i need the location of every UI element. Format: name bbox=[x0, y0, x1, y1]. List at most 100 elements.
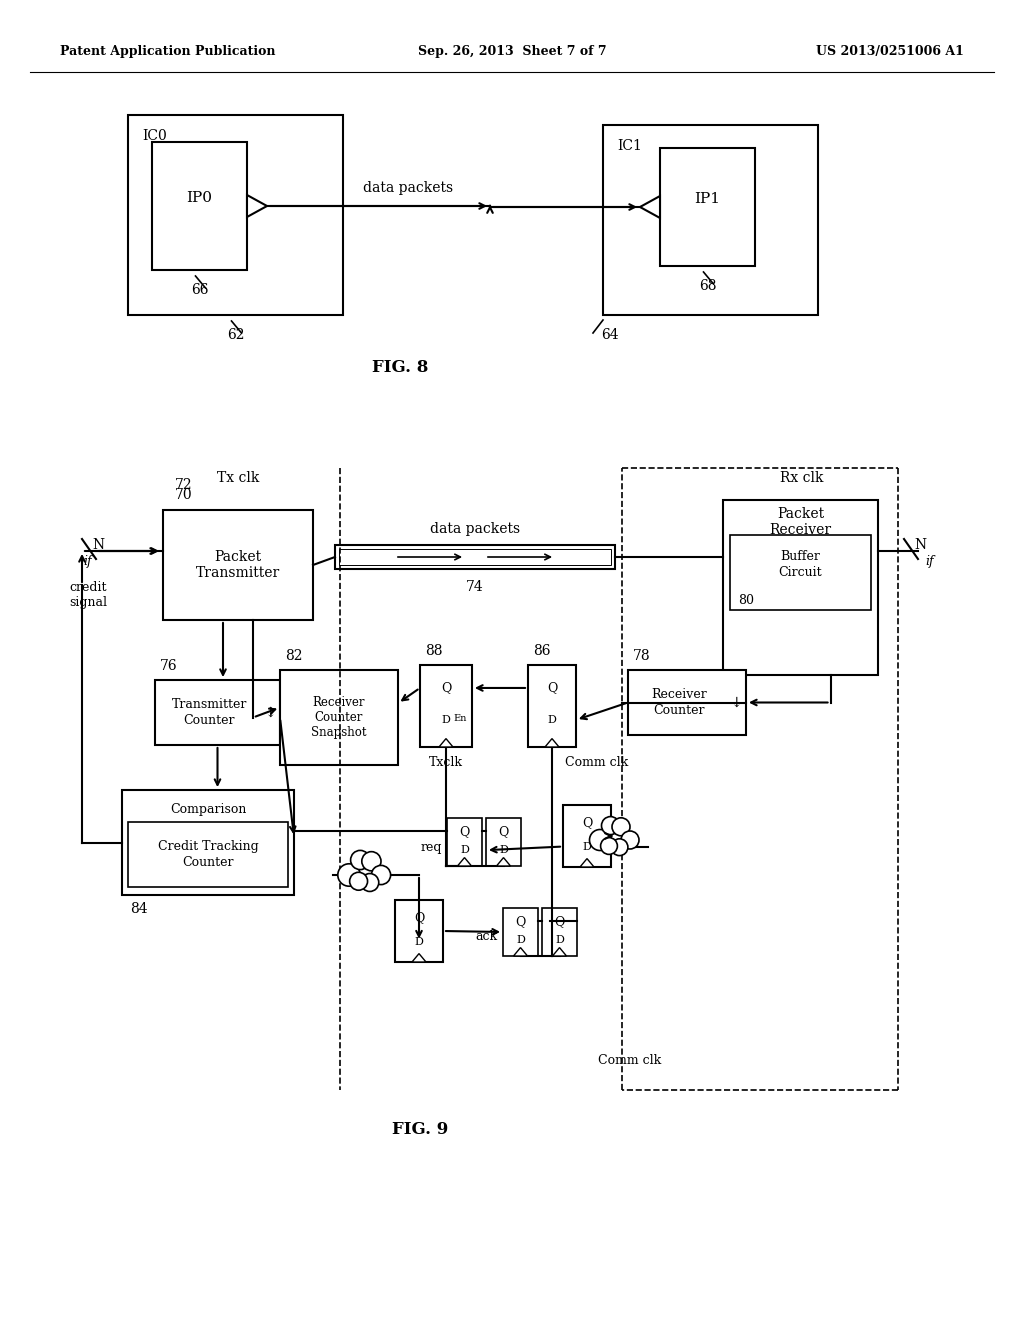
Polygon shape bbox=[247, 195, 267, 216]
Text: 74: 74 bbox=[466, 579, 484, 594]
Text: 78: 78 bbox=[633, 649, 650, 663]
Text: Comparison: Comparison bbox=[170, 804, 246, 817]
Bar bbox=[447, 818, 482, 866]
Text: 88: 88 bbox=[425, 644, 442, 657]
Text: Sep. 26, 2013  Sheet 7 of 7: Sep. 26, 2013 Sheet 7 of 7 bbox=[418, 45, 606, 58]
Bar bbox=[528, 665, 575, 747]
Bar bbox=[503, 908, 538, 956]
Text: 84: 84 bbox=[130, 902, 147, 916]
Text: Tx clk: Tx clk bbox=[217, 471, 259, 484]
Text: Q: Q bbox=[554, 915, 564, 928]
Polygon shape bbox=[545, 739, 559, 747]
Text: D: D bbox=[460, 845, 469, 855]
Polygon shape bbox=[458, 858, 471, 866]
Circle shape bbox=[350, 850, 370, 870]
Text: Comm clk: Comm clk bbox=[598, 1053, 662, 1067]
Text: D: D bbox=[499, 845, 508, 855]
Text: Credit Tracking: Credit Tracking bbox=[158, 840, 258, 853]
Text: Q: Q bbox=[547, 681, 557, 694]
Circle shape bbox=[601, 817, 620, 834]
Text: Receiver
Counter
Snapshot: Receiver Counter Snapshot bbox=[311, 696, 367, 739]
Bar bbox=[603, 125, 818, 315]
Text: FIG. 9: FIG. 9 bbox=[392, 1122, 449, 1138]
Polygon shape bbox=[497, 858, 511, 866]
Text: Q: Q bbox=[515, 915, 525, 928]
Bar bbox=[628, 671, 746, 735]
Text: Receiver
Counter: Receiver Counter bbox=[651, 689, 707, 717]
Text: FIG. 8: FIG. 8 bbox=[372, 359, 428, 375]
Circle shape bbox=[590, 829, 610, 850]
Text: 82: 82 bbox=[285, 649, 302, 663]
Text: 68: 68 bbox=[698, 279, 716, 293]
Text: data packets: data packets bbox=[364, 181, 454, 195]
Text: Patent Application Publication: Patent Application Publication bbox=[60, 45, 275, 58]
Circle shape bbox=[360, 874, 379, 891]
Text: if: if bbox=[84, 554, 92, 568]
Text: ↓: ↓ bbox=[730, 696, 741, 710]
Polygon shape bbox=[580, 858, 594, 867]
Polygon shape bbox=[553, 948, 566, 956]
Bar bbox=[395, 900, 443, 962]
Text: 66: 66 bbox=[190, 282, 208, 297]
Polygon shape bbox=[439, 739, 453, 747]
Text: Txclk: Txclk bbox=[429, 756, 463, 770]
Bar bbox=[163, 510, 313, 620]
Bar bbox=[542, 908, 577, 956]
Text: D: D bbox=[548, 715, 556, 725]
Text: D: D bbox=[516, 935, 525, 945]
Circle shape bbox=[601, 838, 617, 854]
Bar bbox=[420, 665, 472, 747]
Polygon shape bbox=[640, 195, 660, 218]
Bar bbox=[339, 549, 611, 565]
Text: D: D bbox=[415, 937, 424, 946]
Text: Rx clk: Rx clk bbox=[780, 471, 823, 484]
Text: Counter: Counter bbox=[182, 855, 233, 869]
Bar bbox=[563, 805, 611, 867]
Text: US 2013/0251006 A1: US 2013/0251006 A1 bbox=[816, 45, 964, 58]
Bar bbox=[730, 535, 871, 610]
Circle shape bbox=[361, 851, 381, 871]
Bar bbox=[335, 545, 615, 569]
Text: Transmitter
Counter: Transmitter Counter bbox=[172, 698, 247, 726]
Text: 86: 86 bbox=[534, 644, 551, 657]
Polygon shape bbox=[412, 953, 426, 962]
Text: 76: 76 bbox=[160, 659, 177, 673]
Text: data packets: data packets bbox=[430, 521, 520, 536]
Text: req: req bbox=[421, 841, 442, 854]
Text: D: D bbox=[555, 935, 564, 945]
Text: IP1: IP1 bbox=[694, 191, 721, 206]
Circle shape bbox=[338, 863, 360, 886]
Text: IC0: IC0 bbox=[142, 129, 167, 143]
Text: ↕: ↕ bbox=[264, 705, 275, 719]
Text: Comm clk: Comm clk bbox=[565, 756, 629, 770]
Text: Packet
Receiver: Packet Receiver bbox=[769, 507, 831, 537]
Text: Buffer
Circuit: Buffer Circuit bbox=[778, 550, 822, 578]
Text: N: N bbox=[914, 539, 926, 552]
Text: Q: Q bbox=[460, 825, 470, 838]
Text: if: if bbox=[926, 554, 934, 568]
Text: En: En bbox=[454, 714, 467, 723]
Text: Q: Q bbox=[582, 816, 592, 829]
Bar bbox=[128, 115, 343, 315]
Bar bbox=[128, 822, 288, 887]
Circle shape bbox=[372, 866, 390, 884]
Bar bbox=[723, 500, 878, 675]
Circle shape bbox=[611, 838, 628, 855]
Text: IP0: IP0 bbox=[186, 191, 213, 205]
Text: 80: 80 bbox=[738, 594, 754, 606]
Text: IC1: IC1 bbox=[617, 139, 642, 153]
Circle shape bbox=[349, 873, 368, 890]
Text: D: D bbox=[441, 715, 451, 725]
Text: 70: 70 bbox=[175, 488, 193, 502]
Polygon shape bbox=[513, 948, 527, 956]
Text: Q: Q bbox=[414, 911, 424, 924]
Bar bbox=[486, 818, 521, 866]
Text: 72: 72 bbox=[175, 478, 193, 492]
Text: credit
signal: credit signal bbox=[69, 581, 106, 609]
Text: 62: 62 bbox=[226, 327, 245, 342]
Text: N: N bbox=[92, 539, 104, 552]
Text: ack: ack bbox=[476, 931, 498, 944]
Text: Packet
Transmitter: Packet Transmitter bbox=[196, 550, 281, 579]
Bar bbox=[122, 789, 294, 895]
Bar bbox=[280, 671, 398, 766]
